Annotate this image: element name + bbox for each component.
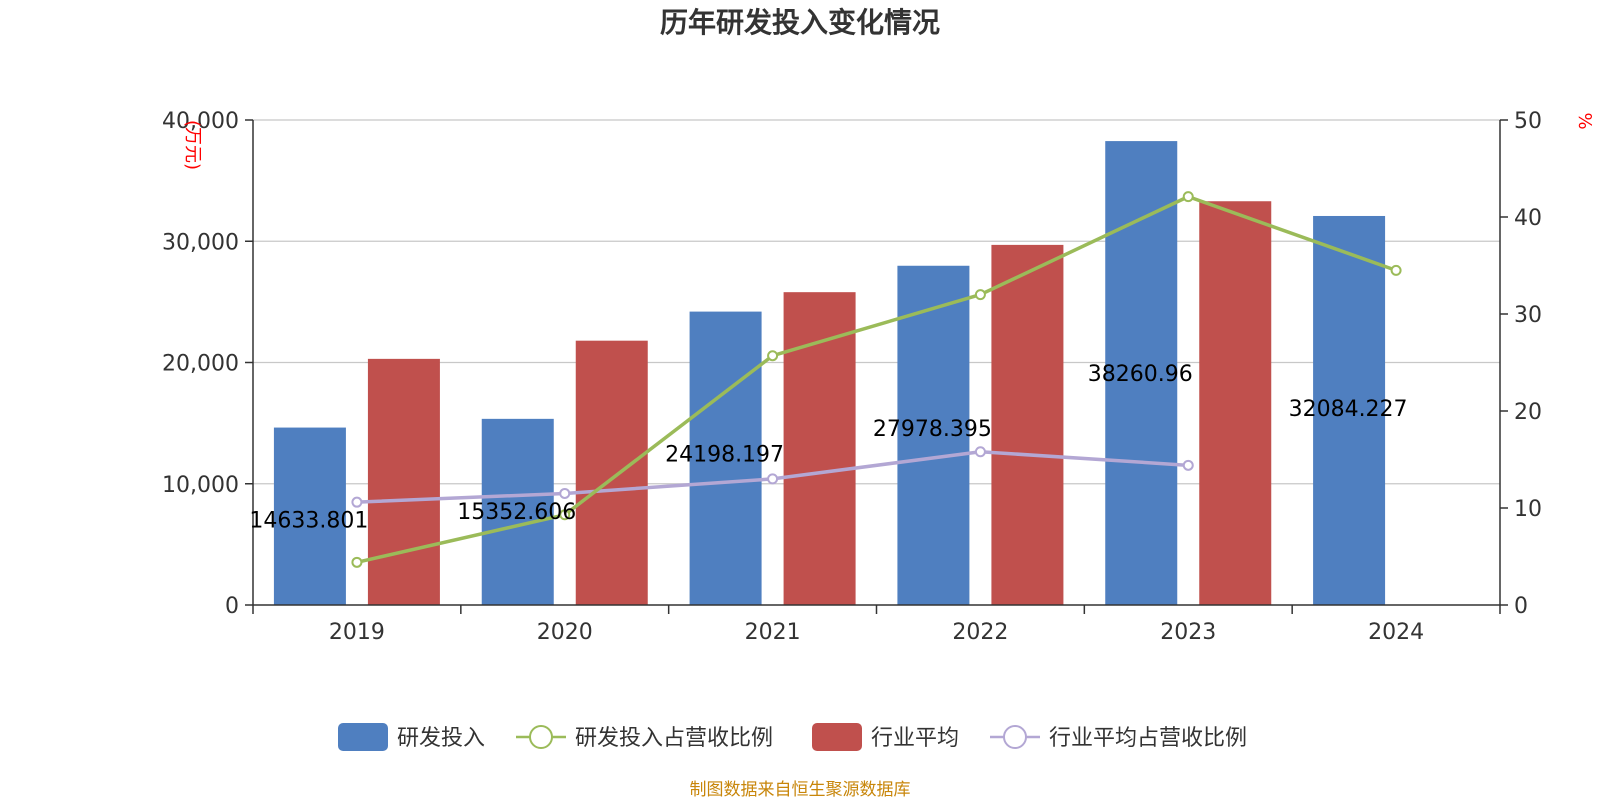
y-right-tick-label: 0 [1514,594,1528,619]
x-tick-label: 2020 [537,620,593,645]
bar-rd-2022 [897,265,970,605]
legend-label-industry-ratio: 行业平均占营收比例 [1049,726,1247,751]
legend-label-industry: 行业平均 [871,726,959,751]
bar-rd-2019 [273,427,346,605]
point-rd-ratio-2024 [1390,264,1402,276]
source-note: 制图数据来自恒生聚源数据库 [690,780,911,800]
grid-lines [253,119,1500,485]
point-rd-ratio-2020 [559,509,571,521]
y-left-tick-label: 10,000 [162,473,239,498]
y-right-tick-label: 20 [1514,400,1542,425]
legend-item-industry-ratio[interactable]: 行业平均占营收比例 [990,725,1247,751]
lines-layer [351,191,1402,568]
data-label-rd-2019: 14633.801 [249,509,368,534]
y-left-tick-label: 40,000 [162,109,239,134]
point-industry-ratio-2023 [1182,459,1194,471]
point-industry-ratio-2019 [351,496,363,508]
y-right-unit-label: % [1574,112,1595,129]
y-left-tick-label: 0 [225,594,239,619]
legend-label-rd: 研发投入 [397,726,485,751]
data-label-rd-2023: 38260.96 [1088,362,1193,387]
y-right-tick-label: 10 [1514,497,1542,522]
data-label-rd-2022: 27978.395 [873,417,992,442]
legend-marker-industry-ratio [1003,725,1027,749]
point-rd-ratio-2021 [767,350,779,362]
bar-rd-2020 [481,418,554,605]
bar-industry-2022 [991,244,1064,605]
legend-swatch-rd [338,723,388,751]
y-right-tick-label: 40 [1514,206,1542,231]
legend-item-rd-ratio[interactable]: 研发投入占营收比例 [516,725,773,751]
point-industry-ratio-2022 [974,446,986,458]
chart-title: 历年研发投入变化情况 [660,6,940,39]
legend-marker-rd-ratio [529,725,553,749]
x-tick-label: 2019 [329,620,385,645]
x-tick-label: 2024 [1368,620,1424,645]
point-industry-ratio-2020 [559,487,571,499]
bar-industry-2020 [575,340,648,605]
bar-industry-2021 [783,292,856,605]
x-tick-label: 2023 [1160,620,1216,645]
axes: 0 10,000 20,000 30,000 40,000 0 10 20 30 40 50 2019… [162,109,1595,645]
y-right-tick-label: 50 [1514,109,1542,134]
y-right-tick-label: 30 [1514,303,1542,328]
point-rd-ratio-2023 [1182,191,1194,203]
legend[interactable]: 研发投入 研发投入占营收比例 行业平均 行业平均占营收比例 [338,723,1247,751]
bar-rd-2024 [1313,215,1386,605]
x-tick-label: 2021 [745,620,801,645]
x-tick-label: 2022 [952,620,1008,645]
point-industry-ratio-2021 [767,473,779,485]
y-left-unit-label: (万元) [182,120,203,170]
data-label-rd-2024: 32084.227 [1289,397,1408,422]
data-label-rd-2021: 24198.197 [665,443,784,468]
legend-swatch-industry [812,723,862,751]
data-labels: 14633.801 15352.606 24198.197 27978.395 3826… [249,362,1407,533]
point-rd-ratio-2019 [351,556,363,568]
bar-industry-2019 [367,358,440,605]
line-rd-ratio [356,194,1397,565]
y-left-tick-label: 30,000 [162,230,239,255]
bar-industry-2023 [1199,201,1272,606]
data-label-rd-2020: 15352.606 [457,500,576,525]
legend-item-rd[interactable]: 研发投入 [338,723,485,751]
point-rd-ratio-2022 [974,289,986,301]
bar-rd-2021 [689,311,762,605]
bars-layer [273,141,1386,606]
legend-item-industry[interactable]: 行业平均 [812,723,959,751]
legend-label-rd-ratio: 研发投入占营收比例 [575,726,773,751]
y-left-tick-label: 20,000 [162,352,239,377]
